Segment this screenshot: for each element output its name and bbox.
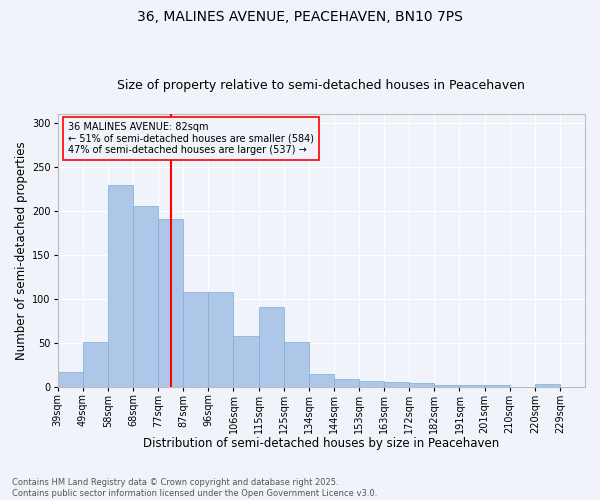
Bar [133,206,158,386]
Bar [58,372,83,386]
Bar [208,292,233,386]
Bar [409,383,434,386]
Bar [359,381,384,386]
Bar [259,306,284,386]
Bar [535,384,560,386]
Text: 36 MALINES AVENUE: 82sqm
← 51% of semi-detached houses are smaller (584)
47% of : 36 MALINES AVENUE: 82sqm ← 51% of semi-d… [68,122,314,156]
Y-axis label: Number of semi-detached properties: Number of semi-detached properties [15,141,28,360]
Text: 36, MALINES AVENUE, PEACEHAVEN, BN10 7PS: 36, MALINES AVENUE, PEACEHAVEN, BN10 7PS [137,10,463,24]
Bar [460,385,485,386]
X-axis label: Distribution of semi-detached houses by size in Peacehaven: Distribution of semi-detached houses by … [143,437,499,450]
Bar [108,185,133,386]
Bar [183,292,208,386]
Text: Contains HM Land Registry data © Crown copyright and database right 2025.
Contai: Contains HM Land Registry data © Crown c… [12,478,377,498]
Bar [485,385,509,386]
Bar [334,378,359,386]
Bar [83,342,108,386]
Title: Size of property relative to semi-detached houses in Peacehaven: Size of property relative to semi-detach… [118,79,526,92]
Bar [284,342,309,386]
Bar [158,218,183,386]
Bar [233,336,259,386]
Bar [434,385,460,386]
Bar [309,374,334,386]
Bar [384,382,409,386]
